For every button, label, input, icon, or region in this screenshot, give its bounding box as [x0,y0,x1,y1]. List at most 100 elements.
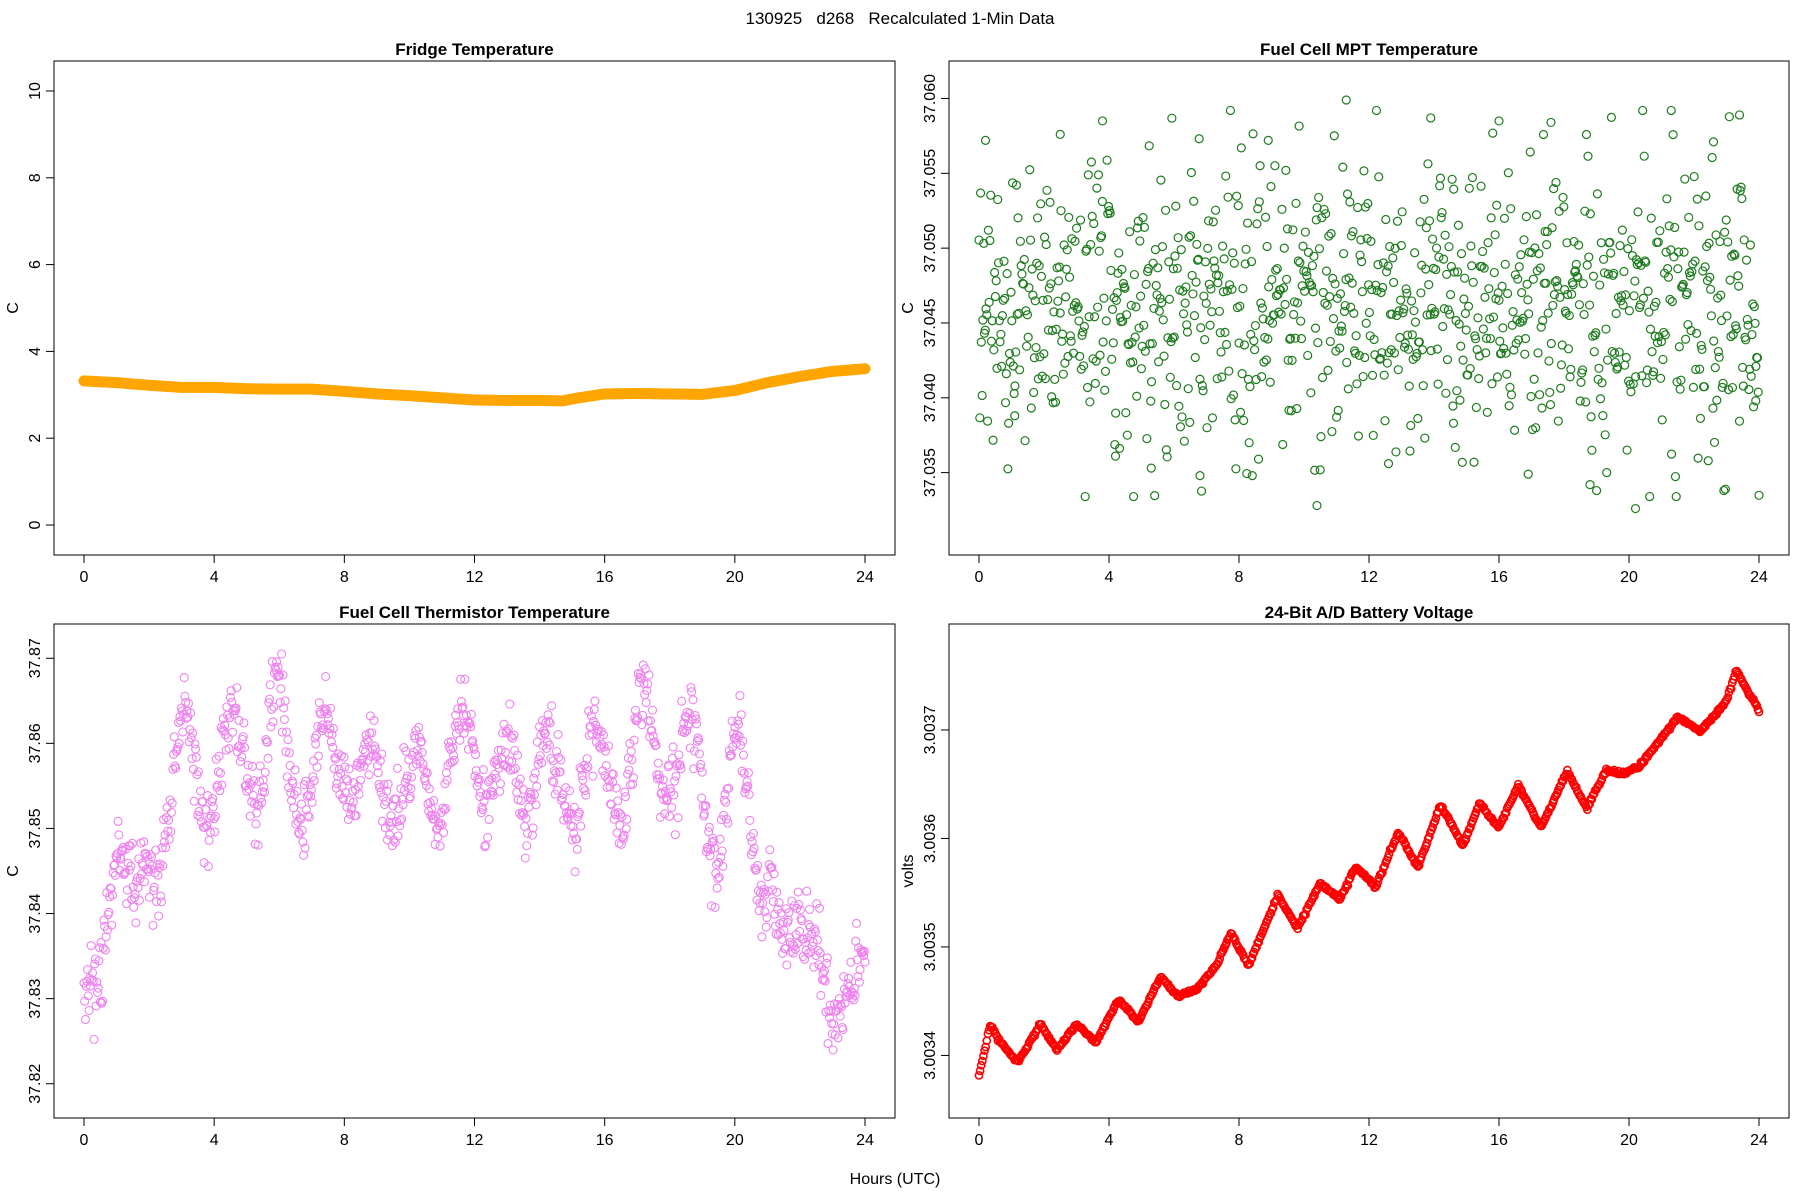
mpt-data-point [1248,129,1258,139]
thermistor-data-point [237,752,247,762]
mpt-data-point [1239,340,1250,350]
mpt-data-point [1377,348,1387,358]
mpt-data-point [1235,301,1245,311]
mpt-data-point [1232,302,1243,313]
mpt-data-point [1642,365,1652,375]
mpt-data-point [1141,279,1151,289]
battery-title: 24-Bit A/D Battery Voltage [1265,603,1474,622]
mpt-data-point [1342,189,1353,199]
mpt-data-point [1452,386,1462,396]
thermistor-data-point [510,745,520,756]
thermistor-data-point [158,861,168,871]
mpt-data-point [1637,371,1647,381]
mpt-data-point [1603,269,1613,279]
mpt-data-point [1547,223,1557,233]
mpt-data-point [1753,387,1763,397]
mpt-data-point [1024,283,1034,293]
mpt-data-point [1314,192,1324,203]
mpt-data-point [1727,382,1738,393]
thermistor-data-point [304,790,314,800]
thermistor-data-point [186,708,196,718]
thermistor-data-point [752,895,762,905]
thermistor-data-point [86,941,96,951]
thermistor-data-point [859,946,869,956]
mpt-data-point [1507,320,1517,330]
thermistor-data-point [668,742,678,752]
thermistor-data-point [648,731,658,741]
mpt-data-point [1366,236,1376,246]
mpt-data-point [1289,309,1299,320]
thermistor-data-point [519,809,529,819]
thermistor-data-point [522,828,532,838]
thermistor-data-point [824,1012,835,1023]
thermistor-data-point [667,802,677,813]
mpt-data-point [1075,351,1085,361]
mpt-data-point [1046,279,1056,289]
thermistor-data-point [311,730,321,740]
thermistor-y-tick-label: 37.87 [27,638,44,678]
mpt-data-point [1286,406,1296,416]
mpt-data-point [1270,161,1280,171]
thermistor-data-point [210,827,220,837]
thermistor-data-point [308,771,318,782]
thermistor-data-point [855,965,865,975]
mpt-data-point [1078,327,1088,337]
mpt-data-point [1079,361,1089,371]
mpt-data-point [1396,240,1407,251]
mpt-data-point [989,345,999,355]
thermistor-data-point [540,728,550,738]
fridge-y-tick-label: 0 [27,520,44,529]
thermistor-data-point [313,751,324,761]
thermistor-data-point [709,836,719,846]
thermistor-data-point [644,670,654,680]
thermistor-data-point [859,951,869,961]
mpt-data-point [1474,374,1484,384]
thermistor-data-point [778,917,788,927]
mpt-data-point [1291,198,1301,208]
mpt-data-point [1432,344,1442,354]
thermistor-data-point [721,797,731,807]
mpt-data-point [1464,183,1474,193]
mpt-data-point [1411,352,1421,362]
thermistor-data-point [174,738,184,748]
thermistor-data-point [340,762,350,772]
fridge-y-tick-label: 2 [27,434,44,443]
mpt-data-point [1303,350,1313,361]
mpt-data-point [1010,411,1020,421]
mpt-data-point [1206,284,1216,294]
mpt-data-point [1158,315,1168,325]
mpt-data-point [1663,263,1673,274]
mpt-data-point [1368,430,1378,441]
mpt-data-point [1714,352,1724,362]
thermistor-data-point [306,785,316,795]
mpt-data-point [1460,273,1470,283]
mpt-data-point [1538,316,1548,326]
thermistor-data-point [126,861,136,871]
thermistor-data-point [770,909,780,919]
thermistor-data-point [830,1030,840,1040]
mpt-data-point [1500,259,1510,269]
mpt-data-point [1006,287,1016,297]
battery-data-point [1526,803,1535,813]
thermistor-data-point [382,786,392,796]
mpt-data-point [1000,398,1011,408]
thermistor-data-point [402,771,412,781]
mpt-data-point [1707,152,1717,163]
mpt-data-point [1459,294,1469,304]
thermistor-data-point [629,735,639,745]
thermistor-data-point [725,751,735,761]
battery-x-tick-label: 12 [1360,1132,1378,1149]
mpt-data-point [1134,323,1144,333]
thermistor-data-point [376,787,386,798]
mpt-data-point [1577,365,1588,375]
thermistor-data-point [240,743,250,753]
mpt-data-point [1237,369,1247,379]
mpt-data-point [1201,298,1211,308]
mpt-data-point [1254,197,1264,207]
mpt-data-point [1161,445,1171,455]
thermistor-data-point [297,825,307,835]
mpt-data-point [1364,307,1374,318]
thermistor-data-point [191,752,201,762]
mpt-data-point [1553,416,1563,426]
mpt-data-point [1238,283,1248,294]
